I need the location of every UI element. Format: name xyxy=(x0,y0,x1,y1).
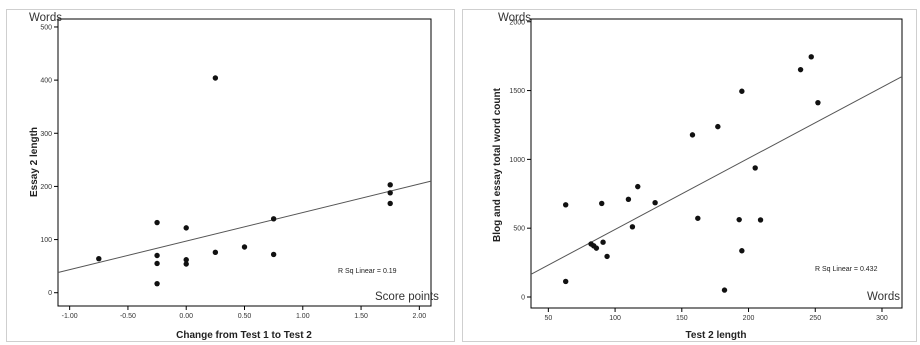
left-data-point xyxy=(183,257,189,263)
right-x-tick-label: 300 xyxy=(876,315,888,322)
right-data-point xyxy=(736,216,742,223)
left-data-point xyxy=(387,200,393,207)
right-scatter-chart: Words Words Test 2 length Blog and essay… xyxy=(492,12,903,341)
right-data-point xyxy=(600,239,606,245)
right-data-point xyxy=(815,99,821,106)
left-data-point xyxy=(270,216,277,222)
right-x-tick-label: 50 xyxy=(544,315,552,322)
left-data-point xyxy=(154,252,160,259)
right-x-unit-label: Words xyxy=(867,291,900,303)
left-data-point xyxy=(154,260,160,267)
left-fit-line xyxy=(57,180,432,274)
left-y-tick-label: 300 xyxy=(40,131,52,138)
right-marks: 50 100 150 200 250 300 0 500 1000 1500 2000 xyxy=(509,19,903,322)
left-data-point xyxy=(270,251,277,258)
left-r-squared-label: R Sq Linear = 0.19 xyxy=(338,268,397,275)
right-data-point xyxy=(562,278,569,285)
left-x-tick-label: 1.50 xyxy=(354,313,368,320)
right-plot-area xyxy=(530,18,903,309)
right-data-point xyxy=(715,123,721,130)
left-data-point xyxy=(183,225,189,231)
left-y-tick-label: 0 xyxy=(48,290,52,297)
left-y-tick-label: 400 xyxy=(40,78,52,85)
right-data-point xyxy=(739,88,745,94)
left-scatter-chart: Words Score points Change from Test 1 to… xyxy=(29,12,439,341)
left-data-point xyxy=(241,244,248,250)
left-data-point xyxy=(212,75,219,81)
left-y-tick-label: 500 xyxy=(40,24,52,31)
right-data-point xyxy=(739,248,745,254)
right-data-point xyxy=(721,287,728,293)
left-data-point xyxy=(96,255,102,262)
right-data-point xyxy=(689,132,696,138)
right-data-point xyxy=(652,200,658,206)
left-x-tick-label: 0.50 xyxy=(238,313,252,320)
right-data-point xyxy=(808,54,814,60)
left-y-tick-label: 100 xyxy=(40,237,52,244)
right-y-axis-title: Blog and essay total word count xyxy=(492,87,503,242)
left-x-tick-label: 0.00 xyxy=(179,313,193,320)
right-chart-frame xyxy=(462,9,917,342)
left-data-point xyxy=(154,280,160,287)
right-y-tick-label: 500 xyxy=(513,226,525,233)
left-x-unit-label: Score points xyxy=(375,291,439,303)
right-x-tick-label: 200 xyxy=(743,315,755,322)
right-x-tick-label: 150 xyxy=(676,315,688,322)
left-y-tick-label: 200 xyxy=(40,184,52,191)
right-data-point xyxy=(757,217,764,223)
left-data-point xyxy=(154,219,160,226)
left-chart-frame xyxy=(6,9,455,342)
right-y-tick-label: 1500 xyxy=(509,88,525,95)
left-x-tick-label: -0.50 xyxy=(120,313,136,320)
right-data-point xyxy=(752,165,758,171)
left-marks: -1.00 -0.50 0.00 0.50 1.00 1.50 2.00 0 100 200 300… xyxy=(40,24,432,320)
left-x-axis-title: Change from Test 1 to Test 2 xyxy=(176,330,312,341)
right-y-tick-label: 0 xyxy=(521,294,525,301)
right-y-tick-label: 1000 xyxy=(509,157,525,164)
right-data-point xyxy=(625,196,632,202)
right-y-unit-label: Words xyxy=(498,12,531,24)
right-x-tick-label: 250 xyxy=(809,315,821,322)
right-data-point xyxy=(629,224,636,230)
left-plot-area xyxy=(57,18,432,307)
right-r-squared-label: R Sq Linear = 0.432 xyxy=(815,266,878,273)
left-data-point xyxy=(387,182,393,188)
right-data-point xyxy=(635,183,641,190)
right-data-point xyxy=(695,215,701,221)
right-y-tick-label: 2000 xyxy=(509,19,525,26)
right-fit-line xyxy=(530,76,903,275)
right-x-tick-label: 100 xyxy=(609,315,621,322)
right-data-point xyxy=(562,202,569,208)
left-y-axis-title: Essay 2 length xyxy=(29,127,40,197)
left-data-point xyxy=(387,190,393,196)
right-data-point xyxy=(599,200,605,207)
left-data-point xyxy=(183,261,189,267)
right-data-point xyxy=(604,253,610,260)
left-x-tick-label: 1.00 xyxy=(296,313,310,320)
right-data-point xyxy=(797,66,804,73)
right-x-axis-title: Test 2 length xyxy=(686,330,747,341)
left-data-point xyxy=(212,249,219,256)
left-x-tick-label: -1.00 xyxy=(62,313,78,320)
left-y-unit-label: Words xyxy=(29,12,62,24)
right-data-point xyxy=(593,245,600,251)
left-x-tick-label: 2.00 xyxy=(413,313,427,320)
